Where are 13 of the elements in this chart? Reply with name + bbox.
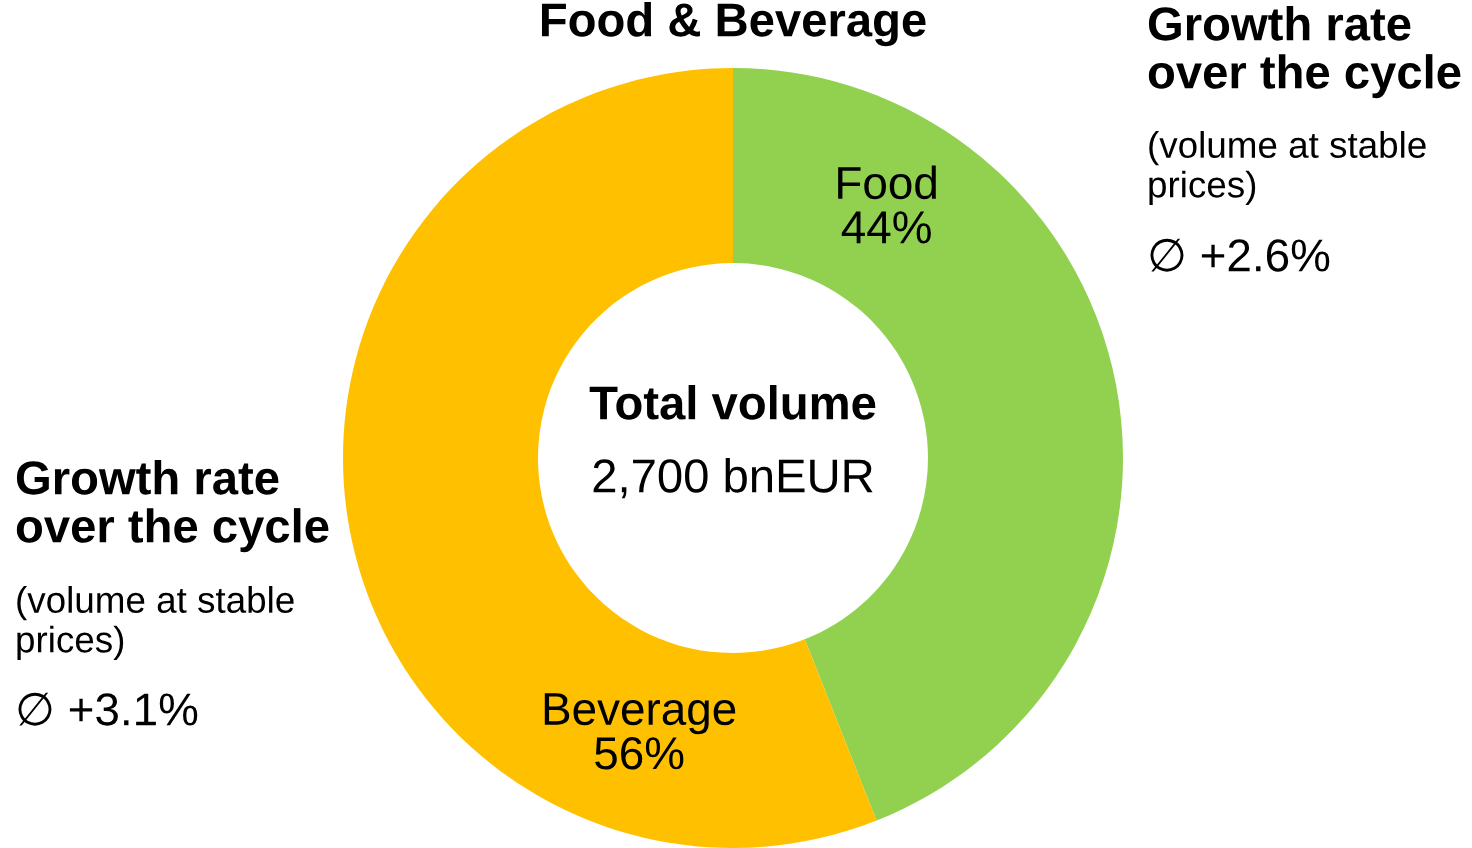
text: 2,700 bnEUR xyxy=(593,457,873,499)
slice-label: Beverage xyxy=(544,693,736,735)
text: ∅ +3.1% xyxy=(18,692,198,726)
slice-label: Food xyxy=(838,165,936,200)
text: (volume at stable prices) xyxy=(17,586,294,660)
data-label: 44% xyxy=(841,211,931,244)
text: (volume at stable prices) xyxy=(1149,131,1426,205)
data-label: 56% xyxy=(595,737,684,770)
text: Growth rate over the cycle xyxy=(1148,6,1461,99)
text: Growth rate over the cycle xyxy=(16,460,329,553)
chart-title: Food & Beverage xyxy=(541,2,926,47)
text: ∅ +2.6% xyxy=(1150,238,1330,272)
text: Total volume xyxy=(589,384,876,420)
